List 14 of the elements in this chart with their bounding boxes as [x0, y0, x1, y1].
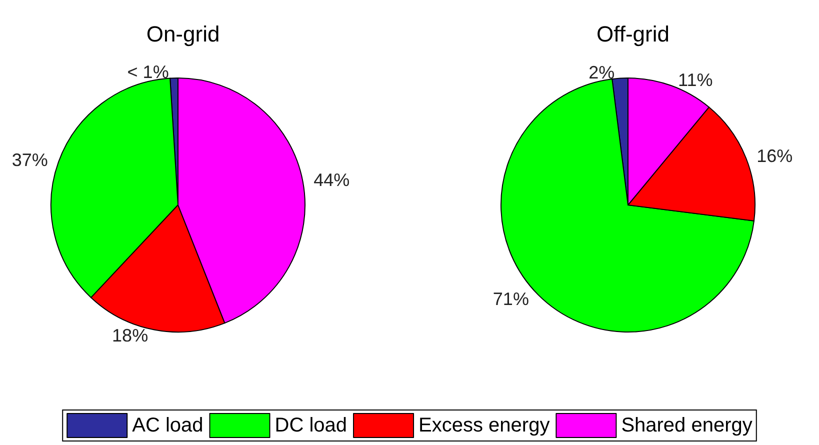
legend-label: AC load — [132, 414, 204, 436]
data-label: 16% — [756, 146, 793, 166]
legend-label: DC load — [274, 414, 348, 436]
legend-label: Shared energy — [621, 414, 752, 436]
data-label: 11% — [678, 70, 713, 90]
data-label: 44% — [314, 170, 350, 190]
data-label: < 1% — [127, 62, 169, 82]
data-label: 18% — [112, 326, 148, 346]
data-label: 37% — [12, 150, 48, 170]
chart-title: On-grid — [146, 22, 220, 46]
chart-title: Off-grid — [596, 22, 670, 46]
legend-label: Excess energy — [418, 414, 550, 436]
data-label: 2% — [588, 62, 615, 82]
data-label: 71% — [492, 289, 529, 310]
